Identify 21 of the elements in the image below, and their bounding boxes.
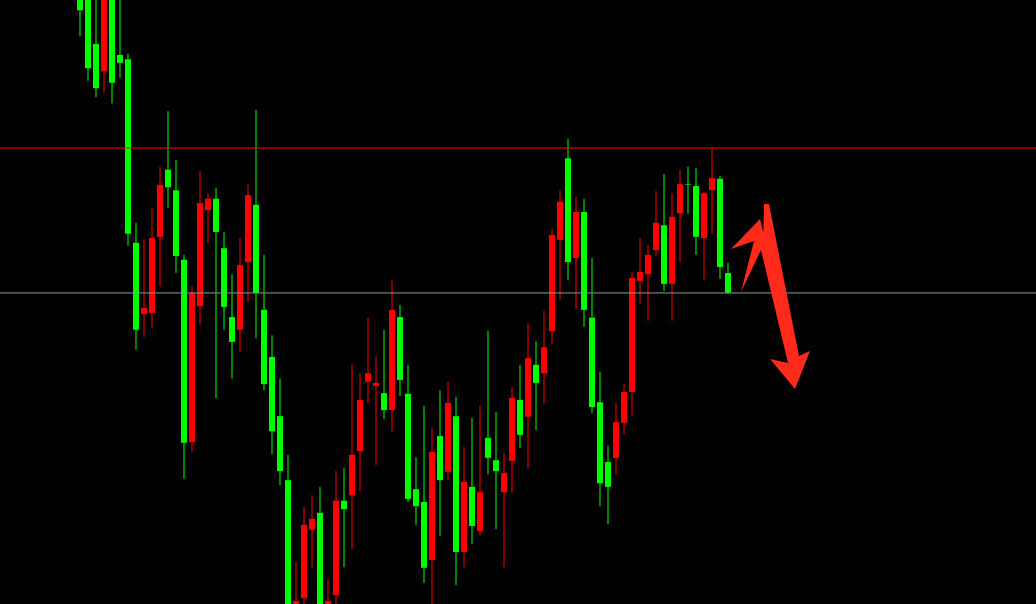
candlestick: [485, 330, 491, 475]
candlestick: [637, 237, 643, 304]
candlestick: [493, 411, 499, 530]
candlestick: [725, 262, 731, 295]
candlestick: [293, 561, 299, 604]
candlestick: [77, 0, 83, 37]
candlestick: [165, 110, 171, 209]
candlestick: [365, 317, 371, 404]
candlestick: [325, 578, 331, 604]
candlestick: [309, 494, 315, 568]
candlestick: [117, 0, 123, 79]
candlestick: [645, 244, 651, 322]
candlestick: [141, 238, 147, 338]
candlestick: [533, 340, 539, 431]
candlestick: [341, 467, 347, 568]
candlestick: [501, 452, 507, 568]
candlestick: [413, 456, 419, 526]
candlestick: [685, 166, 691, 215]
candlestick: [373, 356, 379, 466]
candlestick: [381, 329, 387, 420]
candlestick: [205, 192, 211, 244]
